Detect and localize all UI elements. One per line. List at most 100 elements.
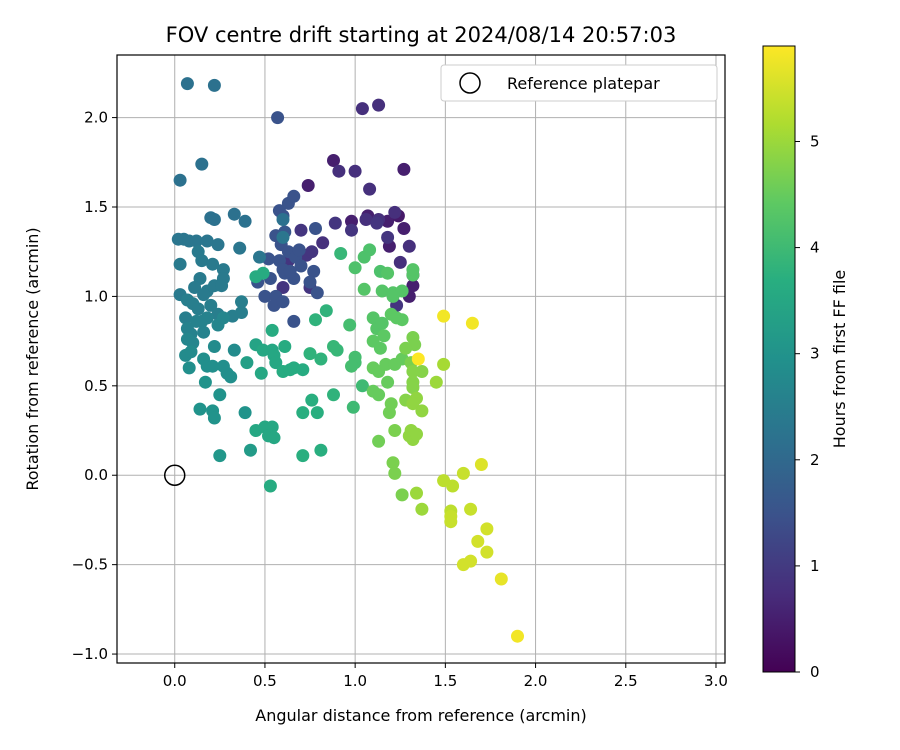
- scatter-point: [224, 370, 238, 384]
- scatter-point: [294, 223, 308, 237]
- scatter-point: [363, 182, 377, 196]
- y-tick-label: −1.0: [72, 645, 108, 663]
- scatter-point: [406, 397, 420, 411]
- scatter-point: [310, 406, 324, 420]
- scatter-point: [256, 343, 270, 357]
- scatter-point: [256, 266, 270, 280]
- scatter-point: [397, 222, 411, 235]
- scatter-point: [355, 379, 369, 393]
- scatter-point: [343, 318, 357, 332]
- scatter-point: [307, 264, 321, 278]
- scatter-point: [381, 375, 395, 389]
- scatter-point: [372, 388, 386, 402]
- scatter-point: [189, 234, 203, 248]
- scatter-point: [345, 359, 358, 373]
- scatter-point: [263, 479, 277, 493]
- legend-box: [440, 64, 718, 102]
- scatter-point: [207, 78, 221, 92]
- scatter-point: [372, 98, 386, 112]
- scatter-point: [415, 502, 429, 516]
- y-tick-label: −0.5: [72, 556, 108, 574]
- scatter-point: [327, 154, 340, 167]
- scatter-point: [327, 388, 340, 402]
- scatter-point: [296, 363, 310, 377]
- scatter-point: [227, 207, 241, 221]
- scatter-point: [410, 486, 423, 500]
- scatter-point: [480, 522, 494, 536]
- scatter-point: [276, 281, 290, 294]
- scatter-point: [377, 329, 391, 343]
- colorbar-ticks: 0 1 2 3 4 5: [795, 132, 820, 681]
- scatter-point: [359, 213, 373, 226]
- scatter-point: [216, 311, 230, 325]
- scatter-point: [410, 427, 423, 441]
- x-tick-label: 1.5: [433, 672, 457, 690]
- scatter-point: [429, 375, 443, 389]
- scatter-point: [444, 509, 458, 523]
- scatter-point: [397, 162, 411, 176]
- y-tick-label: 0.0: [84, 466, 108, 484]
- x-tick-label: 0.0: [163, 672, 187, 690]
- scatter-point: [200, 311, 214, 325]
- scatter-point: [180, 77, 194, 91]
- scatter-point: [292, 243, 306, 257]
- scatter-point: [179, 311, 193, 325]
- scatter-point: [215, 279, 229, 293]
- scatter-point: [370, 216, 384, 230]
- scatter-point: [265, 323, 279, 337]
- scatter-point: [330, 343, 344, 357]
- scatter-point: [373, 341, 387, 355]
- scatter-point: [456, 466, 470, 480]
- scatter-point: [296, 406, 310, 420]
- chart-title: FOV centre drift starting at 2024/08/14 …: [166, 23, 677, 47]
- scatter-point: [375, 284, 389, 298]
- scatter-point: [480, 545, 494, 559]
- scatter-point: [197, 288, 211, 302]
- colorbar-tick-label: 4: [810, 239, 820, 257]
- scatter-point: [399, 341, 413, 355]
- scatter-point: [511, 629, 524, 643]
- scatter-point: [240, 356, 254, 370]
- scatter-point: [195, 254, 209, 268]
- scatter-point: [206, 359, 220, 373]
- scatter-point: [357, 282, 371, 296]
- y-tick-label: 2.0: [84, 109, 108, 127]
- scatter-point: [211, 238, 225, 252]
- scatter-point: [303, 275, 317, 289]
- scatter-point: [471, 534, 485, 548]
- legend-marker-icon: [459, 72, 481, 94]
- scatter-point: [193, 402, 207, 416]
- scatter-point: [276, 230, 290, 244]
- scatter-point: [276, 295, 290, 309]
- y-tick-label: 1.0: [84, 287, 108, 305]
- legend-entry: Reference platepar: [507, 74, 660, 93]
- scatter-point: [206, 257, 220, 271]
- x-tick-label: 2.0: [524, 672, 548, 690]
- scatter-point: [235, 295, 248, 309]
- scatter-point: [345, 214, 358, 228]
- scatter-point: [188, 281, 202, 294]
- colorbar-tick-label: 5: [810, 132, 820, 150]
- colorbar-label: Hours from first FF file: [830, 270, 849, 449]
- scatter-point: [348, 164, 362, 178]
- scatter-point: [381, 230, 395, 244]
- scatter-point: [319, 304, 333, 318]
- scatter-point: [388, 424, 402, 437]
- scatter-point: [334, 247, 348, 260]
- scatter-point: [386, 456, 400, 470]
- scatter-point: [303, 347, 317, 361]
- scatter-point: [395, 488, 409, 502]
- scatter-point: [388, 205, 402, 219]
- scatter-point: [388, 466, 402, 480]
- scatter-point: [310, 286, 324, 300]
- scatter-point: [283, 264, 297, 278]
- scatter-point: [464, 502, 478, 516]
- scatter-point: [184, 345, 198, 359]
- y-tick-label: 0.5: [84, 377, 108, 395]
- scatter-point: [207, 340, 221, 353]
- colorbar: 0 1 2 3 4 5 Hours from first FF file: [762, 45, 849, 681]
- scatter-point: [332, 164, 346, 178]
- scatter-point: [309, 313, 322, 327]
- legend: Reference platepar: [440, 64, 718, 102]
